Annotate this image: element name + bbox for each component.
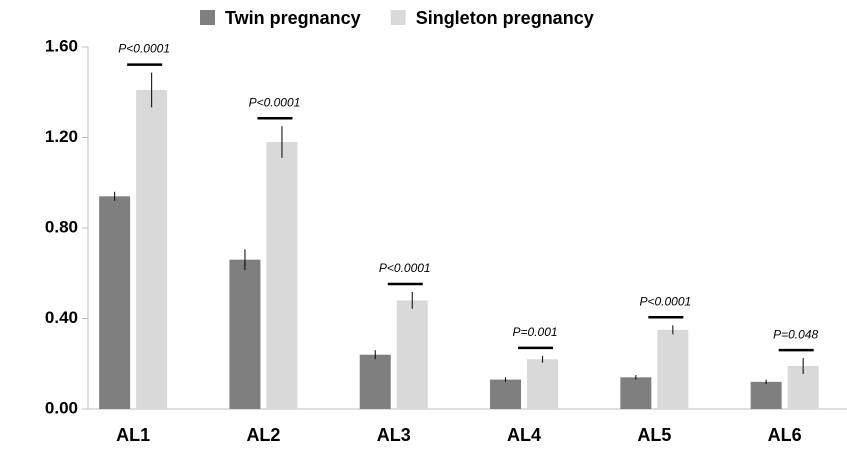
x-tick-label: AL2: [246, 425, 280, 445]
legend-swatch: [390, 10, 406, 25]
bar: [490, 379, 522, 409]
legend-label: Singleton pregnancy: [416, 8, 594, 28]
x-tick-label: AL4: [507, 425, 541, 445]
y-tick-label: 0.00: [45, 398, 78, 417]
x-tick-label: AL5: [637, 425, 671, 445]
legend-swatch: [200, 10, 215, 25]
bar: [359, 354, 391, 409]
p-value: P<0.0001: [249, 95, 301, 109]
bar: [229, 259, 261, 409]
p-value: P<0.0001: [639, 294, 691, 308]
bar: [527, 359, 559, 409]
bar: [657, 329, 689, 409]
x-tick-label: AL6: [768, 425, 802, 445]
p-value: P=0.048: [773, 327, 818, 341]
legend-label: Twin pregnancy: [225, 8, 361, 28]
bar: [750, 381, 782, 409]
y-tick-label: 0.80: [45, 217, 78, 236]
p-value: P=0.001: [513, 325, 558, 339]
bar: [266, 142, 298, 409]
bar: [396, 300, 428, 409]
y-tick-label: 1.20: [45, 127, 78, 146]
y-tick-label: 1.60: [45, 36, 78, 55]
bar: [620, 377, 652, 409]
y-tick-label: 0.40: [45, 308, 78, 327]
bar: [99, 196, 131, 409]
x-tick-label: AL3: [377, 425, 411, 445]
p-value: P<0.0001: [118, 42, 170, 56]
x-tick-label: AL1: [116, 425, 150, 445]
bar: [136, 89, 168, 410]
p-value: P<0.0001: [379, 261, 431, 275]
